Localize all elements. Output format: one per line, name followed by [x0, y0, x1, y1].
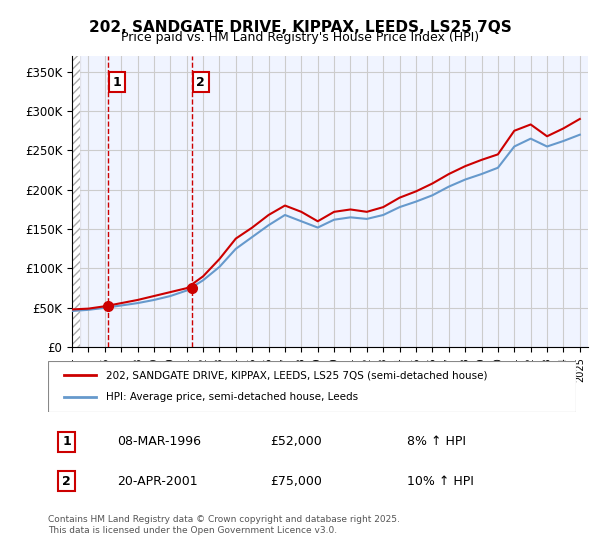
Text: 10% ↑ HPI: 10% ↑ HPI: [407, 475, 474, 488]
Text: 1: 1: [113, 76, 121, 88]
Text: 20-APR-2001: 20-APR-2001: [116, 475, 197, 488]
Text: 2: 2: [196, 76, 205, 88]
Text: £52,000: £52,000: [270, 436, 322, 449]
FancyBboxPatch shape: [48, 361, 576, 412]
Text: £75,000: £75,000: [270, 475, 322, 488]
Text: 8% ↑ HPI: 8% ↑ HPI: [407, 436, 466, 449]
Text: Price paid vs. HM Land Registry's House Price Index (HPI): Price paid vs. HM Land Registry's House …: [121, 31, 479, 44]
Text: 202, SANDGATE DRIVE, KIPPAX, LEEDS, LS25 7QS: 202, SANDGATE DRIVE, KIPPAX, LEEDS, LS25…: [89, 20, 511, 35]
Text: 08-MAR-1996: 08-MAR-1996: [116, 436, 200, 449]
Text: Contains HM Land Registry data © Crown copyright and database right 2025.
This d: Contains HM Land Registry data © Crown c…: [48, 515, 400, 535]
Text: HPI: Average price, semi-detached house, Leeds: HPI: Average price, semi-detached house,…: [106, 393, 358, 403]
Text: 2: 2: [62, 475, 71, 488]
Text: 202, SANDGATE DRIVE, KIPPAX, LEEDS, LS25 7QS (semi-detached house): 202, SANDGATE DRIVE, KIPPAX, LEEDS, LS25…: [106, 370, 488, 380]
Text: 1: 1: [62, 436, 71, 449]
Bar: [72, 56, 80, 347]
Bar: [72, 56, 80, 347]
